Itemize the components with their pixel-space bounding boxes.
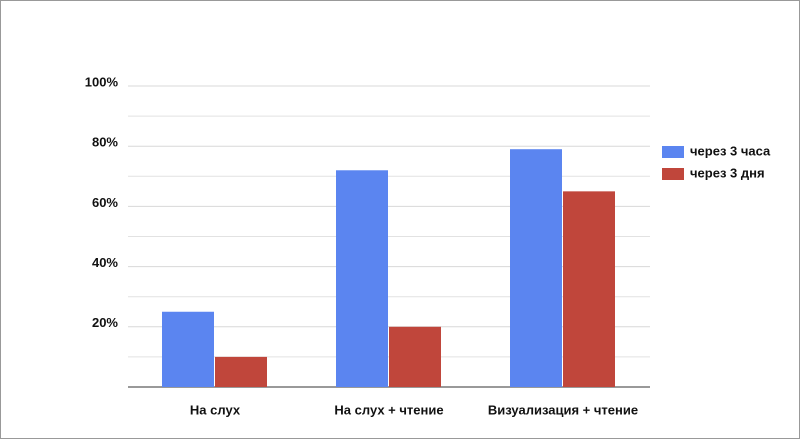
- y-tick-label: 80%: [92, 135, 118, 150]
- bar: [215, 356, 267, 387]
- x-tick-label: На слух + чтение: [334, 402, 443, 417]
- legend-label: через 3 дня: [690, 165, 765, 180]
- x-tick-label: Визуализация + чтение: [488, 402, 638, 417]
- x-tick-label: На слух: [190, 402, 241, 417]
- bar: [563, 191, 615, 387]
- y-tick-label: 40%: [92, 255, 118, 270]
- bar: [336, 170, 388, 387]
- legend-swatch: [662, 146, 684, 158]
- bar: [510, 149, 562, 387]
- y-tick-label: 100%: [85, 74, 119, 89]
- legend-swatch: [662, 168, 684, 180]
- bar: [389, 326, 441, 387]
- bar: [162, 311, 214, 387]
- y-tick-label: 60%: [92, 195, 118, 210]
- legend-label: через 3 часа: [690, 143, 771, 158]
- y-tick-label: 20%: [92, 315, 118, 330]
